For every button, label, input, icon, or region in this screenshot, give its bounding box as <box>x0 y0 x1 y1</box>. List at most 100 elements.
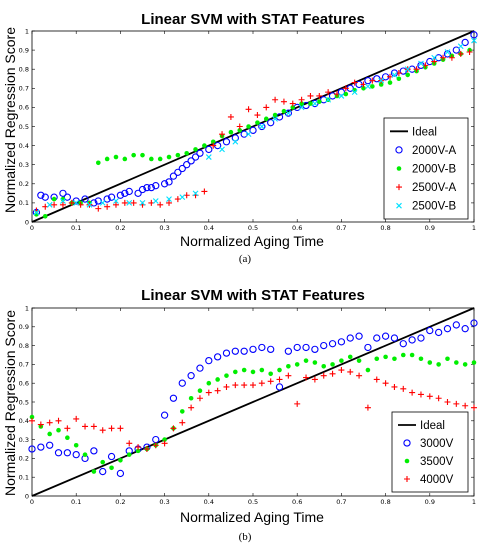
data-point <box>187 157 195 165</box>
data-point <box>285 372 292 379</box>
legend-marker <box>404 458 410 464</box>
legend-marker <box>404 476 410 482</box>
legend: Ideal 3000V 3500V 4000V <box>391 411 469 493</box>
legend-item: 4000V <box>420 474 454 486</box>
data-point <box>281 108 287 114</box>
data-point <box>202 143 207 148</box>
legend-item: 2500V-B <box>412 201 456 213</box>
data-point <box>452 321 460 329</box>
data-point <box>351 79 358 86</box>
data-point <box>90 447 98 455</box>
data-point <box>135 444 142 451</box>
data-point <box>303 374 310 381</box>
data-point <box>73 200 80 206</box>
data-point <box>276 376 283 383</box>
data-point <box>72 450 80 459</box>
x-tick-label: 0.3 <box>159 224 169 232</box>
data-point <box>434 328 443 337</box>
x-tick-label: 0.1 <box>71 224 81 232</box>
ideal-line <box>31 30 475 223</box>
data-point <box>152 182 160 190</box>
data-point <box>338 367 345 374</box>
data-point <box>272 115 278 122</box>
y-tick-label: 0.6 <box>19 104 29 112</box>
data-point <box>99 200 106 206</box>
data-point <box>471 37 477 44</box>
data-point <box>431 54 438 61</box>
data-point <box>374 356 380 362</box>
data-point <box>303 358 309 363</box>
data-point <box>166 196 172 202</box>
data-point <box>82 452 88 457</box>
x-axis-label: Normalized Aging Time <box>180 509 324 525</box>
data-point <box>210 142 217 149</box>
data-point <box>104 156 110 162</box>
data-point <box>392 356 397 362</box>
data-point <box>197 388 203 394</box>
data-point <box>73 415 80 422</box>
tick-labels: 0 0.1 0.2 0.3 0.4 0.5 0.6 0.7 0.8 0.9 1 0 0.1 0.2 0.3 0… <box>19 304 476 506</box>
data-point <box>122 156 128 162</box>
data-point <box>232 138 239 145</box>
data-point <box>227 113 234 120</box>
data-point <box>81 195 89 203</box>
data-point <box>240 130 248 138</box>
data-point <box>249 345 257 354</box>
data-point <box>444 399 451 405</box>
y-tick-label: 0.3 <box>19 161 29 169</box>
data-point <box>329 370 336 377</box>
ideal-line <box>31 307 475 497</box>
data-point <box>342 85 349 92</box>
y-tick-label: 0.2 <box>19 455 29 463</box>
data-point <box>152 442 159 449</box>
data-point <box>125 187 133 196</box>
data-point <box>365 367 371 373</box>
data-point <box>337 338 346 346</box>
data-point <box>116 469 125 478</box>
data-point <box>390 334 399 342</box>
data-point <box>307 92 314 99</box>
data-point <box>138 185 147 194</box>
legend-marker <box>395 146 403 154</box>
data-point <box>343 91 349 97</box>
data-point <box>364 343 372 352</box>
data-point <box>275 383 284 391</box>
x-tick-label: 0.5 <box>248 498 258 506</box>
data-point <box>426 393 433 400</box>
y-tick-label: 0.8 <box>19 66 29 74</box>
data-point <box>400 352 406 358</box>
data-point <box>59 189 67 197</box>
data-point <box>196 149 204 157</box>
data-point <box>118 457 123 463</box>
y-tick-label: 0.9 <box>19 323 29 331</box>
tick-labels: 0 0.1 0.2 0.3 0.4 0.5 0.6 0.7 0.8 0.9 1 0 0.1 0.2 0.3 0… <box>19 27 476 232</box>
data-point <box>250 382 256 389</box>
data-point <box>121 189 129 197</box>
data-point <box>51 196 57 202</box>
data-point <box>431 58 438 65</box>
data-point <box>193 147 198 152</box>
data-point <box>294 400 301 407</box>
figure-caption: (b) <box>239 531 252 543</box>
data-point <box>241 367 247 373</box>
legend-item: 2000V-A <box>412 145 456 157</box>
data-point <box>284 109 293 117</box>
legend: Ideal 2000V-A 2000V-B 2500V-A 2500V-B <box>383 117 469 220</box>
data-point <box>59 201 66 208</box>
data-point <box>290 105 296 110</box>
data-point <box>365 83 371 90</box>
figure-caption: (a) <box>239 253 252 265</box>
data-point <box>396 76 402 82</box>
data-point <box>325 96 332 103</box>
data-point <box>403 439 411 447</box>
data-point <box>149 156 154 162</box>
data-point <box>166 154 172 160</box>
data-point <box>285 110 292 117</box>
x-tick-label: 0.7 <box>336 498 346 506</box>
data-point <box>417 391 424 398</box>
x-tick-label: 0.2 <box>115 224 125 232</box>
data-point <box>143 183 151 192</box>
data-point <box>317 99 322 104</box>
data-point <box>46 441 54 449</box>
data-point <box>258 123 265 130</box>
